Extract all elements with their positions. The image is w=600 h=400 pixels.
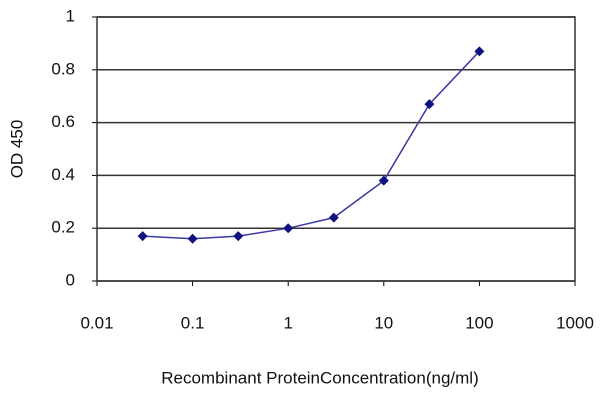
y-tick-label: 0.8 bbox=[51, 59, 75, 78]
x-tick-label: 100 bbox=[465, 313, 493, 332]
y-tick-label: 0.2 bbox=[51, 218, 75, 237]
data-point bbox=[474, 46, 485, 57]
x-tick-label: 1 bbox=[283, 313, 292, 332]
x-tick-label: 0.1 bbox=[181, 313, 205, 332]
x-tick-label: 1000 bbox=[556, 313, 594, 332]
y-axis-label: OD 450 bbox=[7, 120, 26, 179]
y-tick-label: 0.4 bbox=[51, 165, 75, 184]
y-tick-label: 0 bbox=[66, 270, 75, 289]
data-point bbox=[187, 233, 198, 244]
plot-frame bbox=[96, 16, 576, 282]
x-tick-label: 10 bbox=[374, 313, 393, 332]
data-point bbox=[137, 231, 148, 242]
data-point bbox=[378, 175, 389, 186]
data-line bbox=[142, 50, 480, 240]
data-point bbox=[424, 99, 435, 110]
y-tick-label: 1 bbox=[66, 6, 75, 25]
data-point bbox=[233, 231, 244, 242]
x-tick-label: 0.01 bbox=[80, 313, 113, 332]
data-point bbox=[328, 212, 339, 223]
y-tick-label: 0.6 bbox=[51, 112, 75, 131]
data-point bbox=[283, 223, 294, 234]
x-axis-label: Recombinant ProteinConcentration(ng/ml) bbox=[161, 368, 479, 387]
